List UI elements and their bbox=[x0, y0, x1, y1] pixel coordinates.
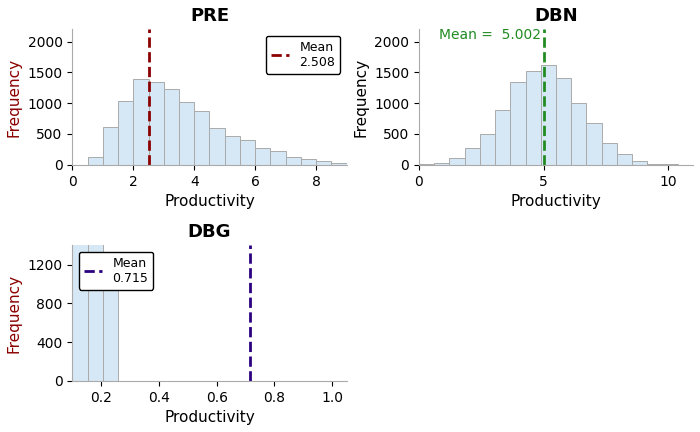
Bar bbox=[587, 123, 602, 165]
Bar bbox=[316, 161, 331, 165]
Bar bbox=[72, 102, 88, 381]
Bar bbox=[556, 78, 571, 165]
Bar bbox=[480, 133, 495, 165]
Y-axis label: Frequency: Frequency bbox=[354, 57, 368, 137]
Bar bbox=[617, 154, 632, 165]
Bar bbox=[118, 101, 133, 165]
Bar bbox=[88, 157, 103, 165]
Bar bbox=[164, 89, 179, 165]
Bar bbox=[209, 127, 225, 165]
Text: Mean =  5.002: Mean = 5.002 bbox=[439, 28, 541, 42]
Legend: Mean
0.715: Mean 0.715 bbox=[78, 251, 153, 289]
Bar bbox=[495, 110, 510, 165]
Bar bbox=[103, 285, 118, 381]
Bar bbox=[103, 127, 118, 165]
X-axis label: Productivity: Productivity bbox=[164, 410, 255, 425]
Bar bbox=[510, 83, 526, 165]
Bar bbox=[449, 158, 465, 165]
Bar bbox=[225, 136, 240, 165]
X-axis label: Productivity: Productivity bbox=[510, 194, 601, 209]
Bar bbox=[602, 143, 617, 165]
Bar bbox=[526, 71, 540, 165]
Title: DBN: DBN bbox=[534, 7, 578, 25]
Bar bbox=[179, 102, 194, 165]
Bar bbox=[270, 151, 286, 165]
Bar bbox=[148, 82, 164, 165]
Bar bbox=[331, 162, 346, 165]
Bar bbox=[648, 164, 663, 165]
Bar bbox=[286, 157, 301, 165]
Title: DBG: DBG bbox=[188, 223, 231, 241]
Bar bbox=[632, 161, 648, 165]
X-axis label: Productivity: Productivity bbox=[164, 194, 255, 209]
Bar bbox=[240, 140, 255, 165]
Y-axis label: Frequency: Frequency bbox=[7, 273, 22, 353]
Bar bbox=[540, 66, 556, 165]
Bar bbox=[255, 149, 270, 165]
Title: PRE: PRE bbox=[190, 7, 229, 25]
Bar bbox=[194, 111, 209, 165]
Legend: Mean
2.508: Mean 2.508 bbox=[266, 35, 340, 73]
Bar bbox=[465, 148, 480, 165]
Bar bbox=[571, 103, 587, 165]
Bar bbox=[88, 0, 103, 381]
Bar bbox=[434, 163, 449, 165]
Y-axis label: Frequency: Frequency bbox=[7, 57, 22, 137]
Bar bbox=[419, 164, 434, 165]
Bar bbox=[133, 79, 148, 165]
Bar bbox=[301, 159, 316, 165]
